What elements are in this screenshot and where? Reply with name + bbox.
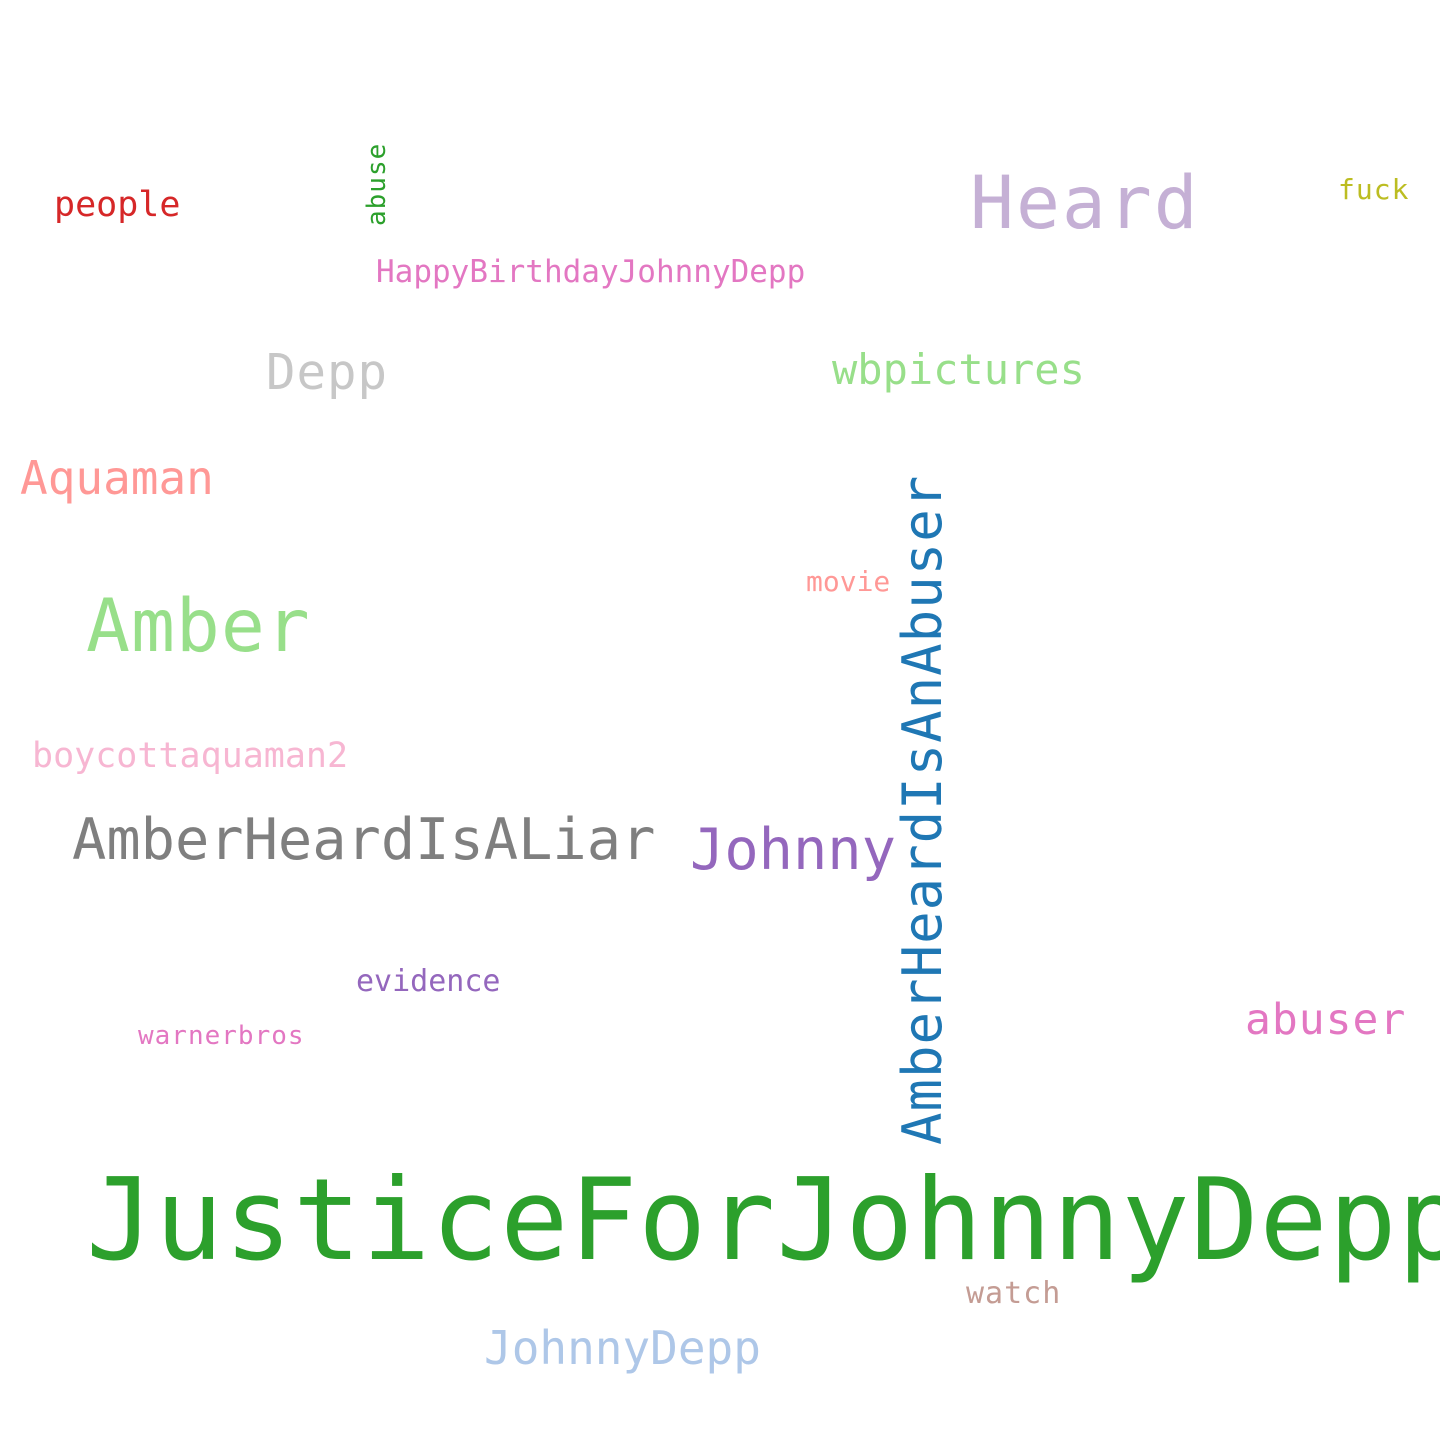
word-happybirthdayjohnnydepp: HappyBirthdayJohnnyDepp [376, 254, 806, 290]
word-johnnydepp: JohnnyDepp [484, 1321, 761, 1375]
word-amberheardisaliar: AmberHeardIsALiar [72, 807, 656, 873]
word-people: people [54, 185, 181, 225]
word-johnny: Johnny [690, 817, 896, 883]
word-evidence: evidence [356, 964, 501, 999]
word-warnerbros: warnerbros [138, 1021, 305, 1051]
word-fuck: fuck [1338, 173, 1410, 206]
word-wbpictures: wbpictures [832, 345, 1085, 394]
word-depp: Depp [266, 344, 389, 401]
word-heard: Heard [970, 161, 1200, 246]
word-watch: watch [966, 1276, 1062, 1311]
word-justiceforjohnnydepp: JusticeForJohnnyDepp [86, 1154, 1440, 1286]
word-abuser: abuser [1245, 995, 1407, 1045]
word-amber: Amber [86, 584, 311, 669]
word-abuse: abuse [362, 142, 392, 226]
word-boycottaquaman2: boycottaquaman2 [32, 736, 349, 776]
word-aquaman: Aquaman [20, 451, 214, 505]
word-amberheardisanabuser: AmberHeardIsAnAbuser [891, 474, 954, 1145]
word-movie: movie [806, 565, 891, 598]
